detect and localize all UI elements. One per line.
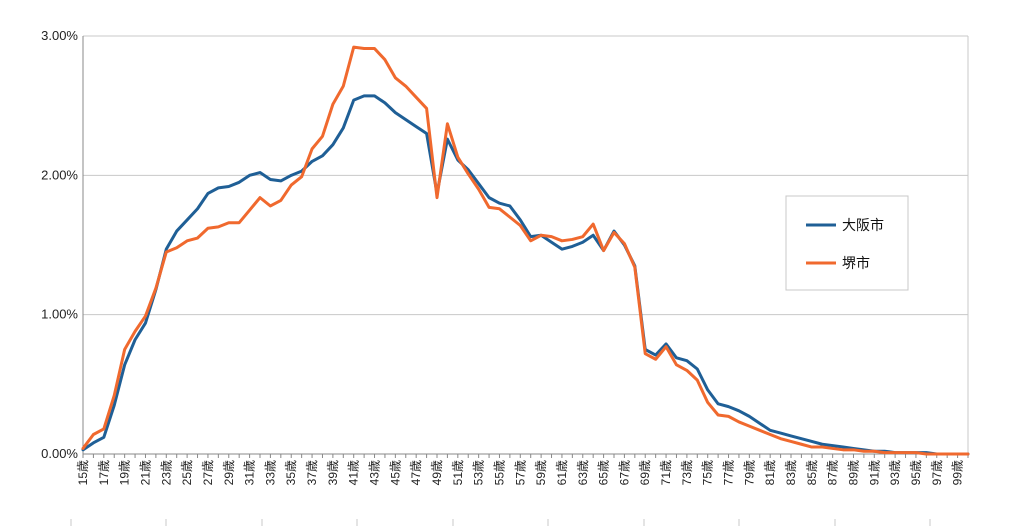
- x-tick-label: 37歳: [305, 460, 319, 485]
- x-tick-label: 43歳: [368, 460, 382, 485]
- x-tick-label: 79歳: [742, 460, 756, 485]
- legend-label: 大阪市: [842, 217, 884, 233]
- legend-label: 堺市: [842, 255, 870, 271]
- x-tick-label: 47歳: [409, 460, 423, 485]
- x-tick-label: 97歳: [930, 460, 944, 485]
- x-axis: 15歳 17歳 19歳 21歳 23歳 25歳 27歳 29歳 31歳 33歳 35歳 37歳 39歳 4…: [70, 454, 969, 526]
- x-tick-label: 91歳: [867, 460, 881, 485]
- x-tick-label: 39歳: [326, 460, 340, 485]
- x-tick-label: 57歳: [513, 460, 527, 485]
- x-tick-label: 63歳: [576, 460, 590, 485]
- y-tick-label: 3.00%: [41, 28, 78, 43]
- x-tick-label: 51歳: [451, 460, 465, 485]
- series-line-1: [81, 45, 970, 456]
- legend-box: [785, 195, 909, 291]
- y-tick-label: 1.00%: [41, 307, 78, 322]
- x-tick-label: 95歳: [909, 460, 923, 485]
- x-tick-label: 61歳: [555, 460, 569, 485]
- x-tick-label: 41歳: [347, 460, 361, 485]
- x-tick-label: 45歳: [388, 460, 402, 485]
- x-tick-label: 19歳: [118, 460, 132, 485]
- x-tick-label: 81歳: [763, 460, 777, 485]
- x-tick-label: 83歳: [784, 460, 798, 485]
- x-tick-label: 49歳: [430, 460, 444, 485]
- x-tick-label: 75歳: [701, 460, 715, 485]
- x-tick-label: 55歳: [492, 460, 506, 485]
- x-tick-label: 59歳: [534, 460, 548, 485]
- series-line-0: [81, 94, 970, 456]
- x-tick-label: 73歳: [680, 460, 694, 485]
- x-tick-label: 89歳: [846, 460, 860, 485]
- x-tick-label: 35歳: [284, 460, 298, 485]
- x-tick-label: 53歳: [472, 460, 486, 485]
- x-tick-label: 29歳: [222, 460, 236, 485]
- y-tick-label: 0.00%: [41, 446, 78, 461]
- x-tick-label: 17歳: [97, 460, 111, 485]
- x-tick-label: 25歳: [180, 460, 194, 485]
- x-tick-label: 93歳: [888, 460, 902, 485]
- y-tick-label: 2.00%: [41, 167, 78, 182]
- x-tick-label: 15歳: [76, 460, 90, 485]
- x-tick-label: 23歳: [159, 460, 173, 485]
- x-tick-label: 21歳: [138, 460, 152, 485]
- x-tick-label: 27歳: [201, 460, 215, 485]
- x-tick-label: 65歳: [597, 460, 611, 485]
- x-tick-label: 31歳: [243, 460, 257, 485]
- x-tick-label: 77歳: [722, 460, 736, 485]
- x-tick-label: 85歳: [805, 460, 819, 485]
- y-axis: 0.00% 1.00% 2.00% 3.00%: [41, 28, 84, 461]
- x-tick-label: 33歳: [263, 460, 277, 485]
- series-lines: [81, 45, 970, 456]
- x-tick-label: 71歳: [659, 460, 673, 485]
- gridlines: [83, 35, 969, 455]
- x-tick-label: 67歳: [617, 460, 631, 485]
- x-tick-label: 99歳: [951, 460, 965, 485]
- x-tick-label: 69歳: [638, 460, 652, 485]
- x-tick-label: 87歳: [826, 460, 840, 485]
